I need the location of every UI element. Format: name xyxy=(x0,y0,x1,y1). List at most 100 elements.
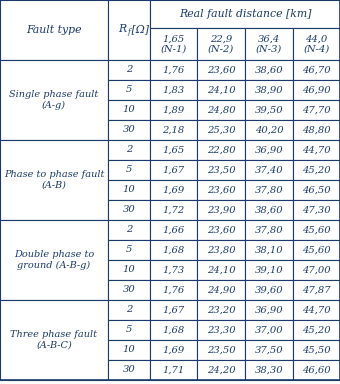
Bar xyxy=(197,160,245,180)
Bar xyxy=(108,240,150,260)
Text: 1,68: 1,68 xyxy=(163,326,185,334)
Bar xyxy=(293,200,340,220)
Text: 30: 30 xyxy=(123,366,135,374)
Bar xyxy=(245,100,293,120)
Bar xyxy=(245,240,293,260)
Bar xyxy=(108,0,150,60)
Bar xyxy=(197,280,245,300)
Bar xyxy=(0,0,108,60)
Text: 38,90: 38,90 xyxy=(255,86,283,94)
Bar xyxy=(150,0,340,28)
Text: 2: 2 xyxy=(126,225,132,235)
Bar xyxy=(108,220,150,240)
Text: 44,0
(N-4): 44,0 (N-4) xyxy=(303,34,329,54)
Bar xyxy=(108,200,150,220)
Bar xyxy=(197,260,245,280)
Bar xyxy=(293,300,340,320)
Bar xyxy=(150,180,197,200)
Bar xyxy=(108,300,150,320)
Bar xyxy=(197,100,245,120)
Text: 5: 5 xyxy=(126,245,132,255)
Text: 1,65: 1,65 xyxy=(163,146,185,154)
Bar xyxy=(245,340,293,360)
Text: 5: 5 xyxy=(126,86,132,94)
Text: Real fault distance [km]: Real fault distance [km] xyxy=(179,9,311,19)
Text: 5: 5 xyxy=(126,166,132,174)
Text: 39,10: 39,10 xyxy=(255,265,283,275)
Bar xyxy=(0,220,108,300)
Text: 1,72: 1,72 xyxy=(163,205,185,215)
Bar xyxy=(293,320,340,340)
Text: 22,9
(N-2): 22,9 (N-2) xyxy=(208,34,234,54)
Text: 48,80: 48,80 xyxy=(302,126,331,134)
Text: 2: 2 xyxy=(126,306,132,314)
Bar xyxy=(293,80,340,100)
Text: 47,87: 47,87 xyxy=(302,285,331,295)
Text: 2,18: 2,18 xyxy=(163,126,185,134)
Bar xyxy=(245,200,293,220)
Text: 36,90: 36,90 xyxy=(255,146,283,154)
Bar xyxy=(108,320,150,340)
Bar xyxy=(245,60,293,80)
Text: 45,60: 45,60 xyxy=(302,225,331,235)
Text: 40,20: 40,20 xyxy=(255,126,283,134)
Text: 23,50: 23,50 xyxy=(207,346,235,354)
Text: Phase to phase fault
(A-B): Phase to phase fault (A-B) xyxy=(4,170,104,190)
Text: Three phase fault
(A-B-C): Three phase fault (A-B-C) xyxy=(11,330,98,350)
Bar xyxy=(150,240,197,260)
Bar xyxy=(150,140,197,160)
Text: 23,20: 23,20 xyxy=(207,306,235,314)
Text: 23,60: 23,60 xyxy=(207,66,235,74)
Bar xyxy=(0,300,108,380)
Bar xyxy=(293,120,340,140)
Bar xyxy=(197,340,245,360)
Bar xyxy=(293,180,340,200)
Text: 23,50: 23,50 xyxy=(207,166,235,174)
Bar xyxy=(150,100,197,120)
Text: 2: 2 xyxy=(126,66,132,74)
Text: 10: 10 xyxy=(123,185,135,195)
Bar xyxy=(108,140,150,160)
Bar xyxy=(293,240,340,260)
Bar xyxy=(245,140,293,160)
Text: 46,90: 46,90 xyxy=(302,86,331,94)
Bar xyxy=(293,340,340,360)
Bar xyxy=(245,280,293,300)
Text: f: f xyxy=(127,28,130,36)
Bar xyxy=(150,80,197,100)
Text: 45,20: 45,20 xyxy=(302,166,331,174)
Text: 1,73: 1,73 xyxy=(163,265,185,275)
Text: R: R xyxy=(118,24,126,34)
Bar xyxy=(197,240,245,260)
Text: 47,00: 47,00 xyxy=(302,265,331,275)
Bar xyxy=(245,120,293,140)
Text: 44,70: 44,70 xyxy=(302,146,331,154)
Text: 24,10: 24,10 xyxy=(207,265,235,275)
Bar xyxy=(245,80,293,100)
Text: 47,30: 47,30 xyxy=(302,205,331,215)
Text: 36,90: 36,90 xyxy=(255,306,283,314)
Bar xyxy=(245,180,293,200)
Bar xyxy=(293,100,340,120)
Text: 1,83: 1,83 xyxy=(163,86,185,94)
Text: 1,89: 1,89 xyxy=(163,106,185,114)
Text: 1,71: 1,71 xyxy=(163,366,185,374)
Bar xyxy=(197,120,245,140)
Text: 30: 30 xyxy=(123,285,135,295)
Text: 38,30: 38,30 xyxy=(255,366,283,374)
Bar xyxy=(108,280,150,300)
Text: Single phase fault
(A-g): Single phase fault (A-g) xyxy=(10,90,99,110)
Bar xyxy=(245,220,293,240)
Text: 1,65
(N-1): 1,65 (N-1) xyxy=(160,34,187,54)
Bar xyxy=(293,260,340,280)
Bar xyxy=(150,300,197,320)
Bar xyxy=(245,28,293,60)
Bar xyxy=(150,280,197,300)
Text: 1,67: 1,67 xyxy=(163,306,185,314)
Bar xyxy=(293,220,340,240)
Bar xyxy=(293,60,340,80)
Text: 10: 10 xyxy=(123,346,135,354)
Bar xyxy=(108,360,150,380)
Bar xyxy=(150,60,197,80)
Text: 23,60: 23,60 xyxy=(207,185,235,195)
